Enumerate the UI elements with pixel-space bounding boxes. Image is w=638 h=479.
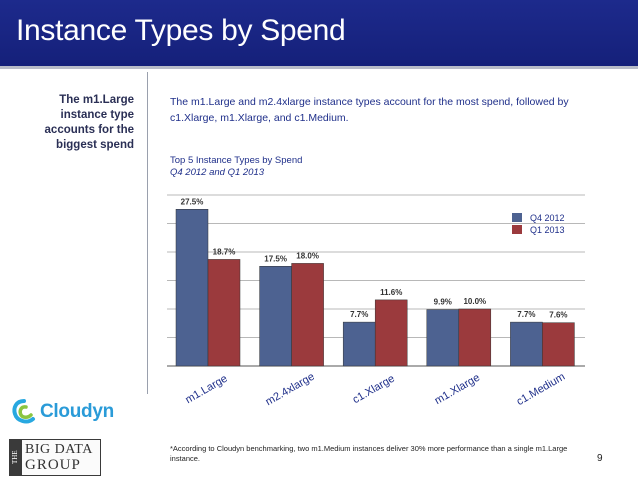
category-label: c1.Medium [515,371,568,408]
cloudyn-logo-icon [10,398,38,426]
bar-q4 [427,310,459,366]
category-label: m1.Xlarge [433,372,482,407]
data-label: 9.9% [434,298,452,307]
legend-swatch [512,225,522,234]
bar-q4 [176,209,208,366]
cloudyn-logo: Cloudyn [10,398,130,428]
big-data-group-logo: THE BIG DATA GROUP [9,439,101,476]
legend-swatch [512,213,522,222]
category-label: m2.4xlarge [264,371,317,409]
bar-q4 [260,266,292,366]
page-number: 9 [597,453,603,464]
big-data-group-line2: GROUP [25,457,81,474]
bar-q1 [542,323,574,366]
data-label: 10.0% [463,297,486,306]
bar-q1 [459,309,491,366]
big-data-group-line1: BIG DATA [25,442,93,458]
data-label: 7.7% [517,310,535,319]
data-label: 27.5% [181,197,204,206]
bar-q4 [343,322,375,366]
big-data-group-the: THE [10,440,22,475]
data-label: 18.0% [296,251,319,260]
bar-chart: 27.5% 18.7% m1.Large 17.5% 18.0% m2.4xlarge 7.… [0,0,638,440]
bar-q1 [292,263,324,366]
bar-q1 [375,300,407,366]
data-label: 17.5% [264,254,287,263]
category-label: c1.Xlarge [351,373,397,407]
bar-q4 [510,322,542,366]
data-label: 18.7% [213,247,236,256]
data-label: 7.6% [549,311,567,320]
bar-q1 [208,259,240,366]
cloudyn-logo-text: Cloudyn [40,401,114,423]
data-label: 11.6% [380,288,402,297]
footnote: *According to Cloudyn benchmarking, two … [170,444,590,464]
legend-label: Q4 2012 [530,213,565,223]
category-label: m1.Large [183,373,229,407]
legend-label: Q1 2013 [530,225,565,235]
data-label: 7.7% [350,310,368,319]
